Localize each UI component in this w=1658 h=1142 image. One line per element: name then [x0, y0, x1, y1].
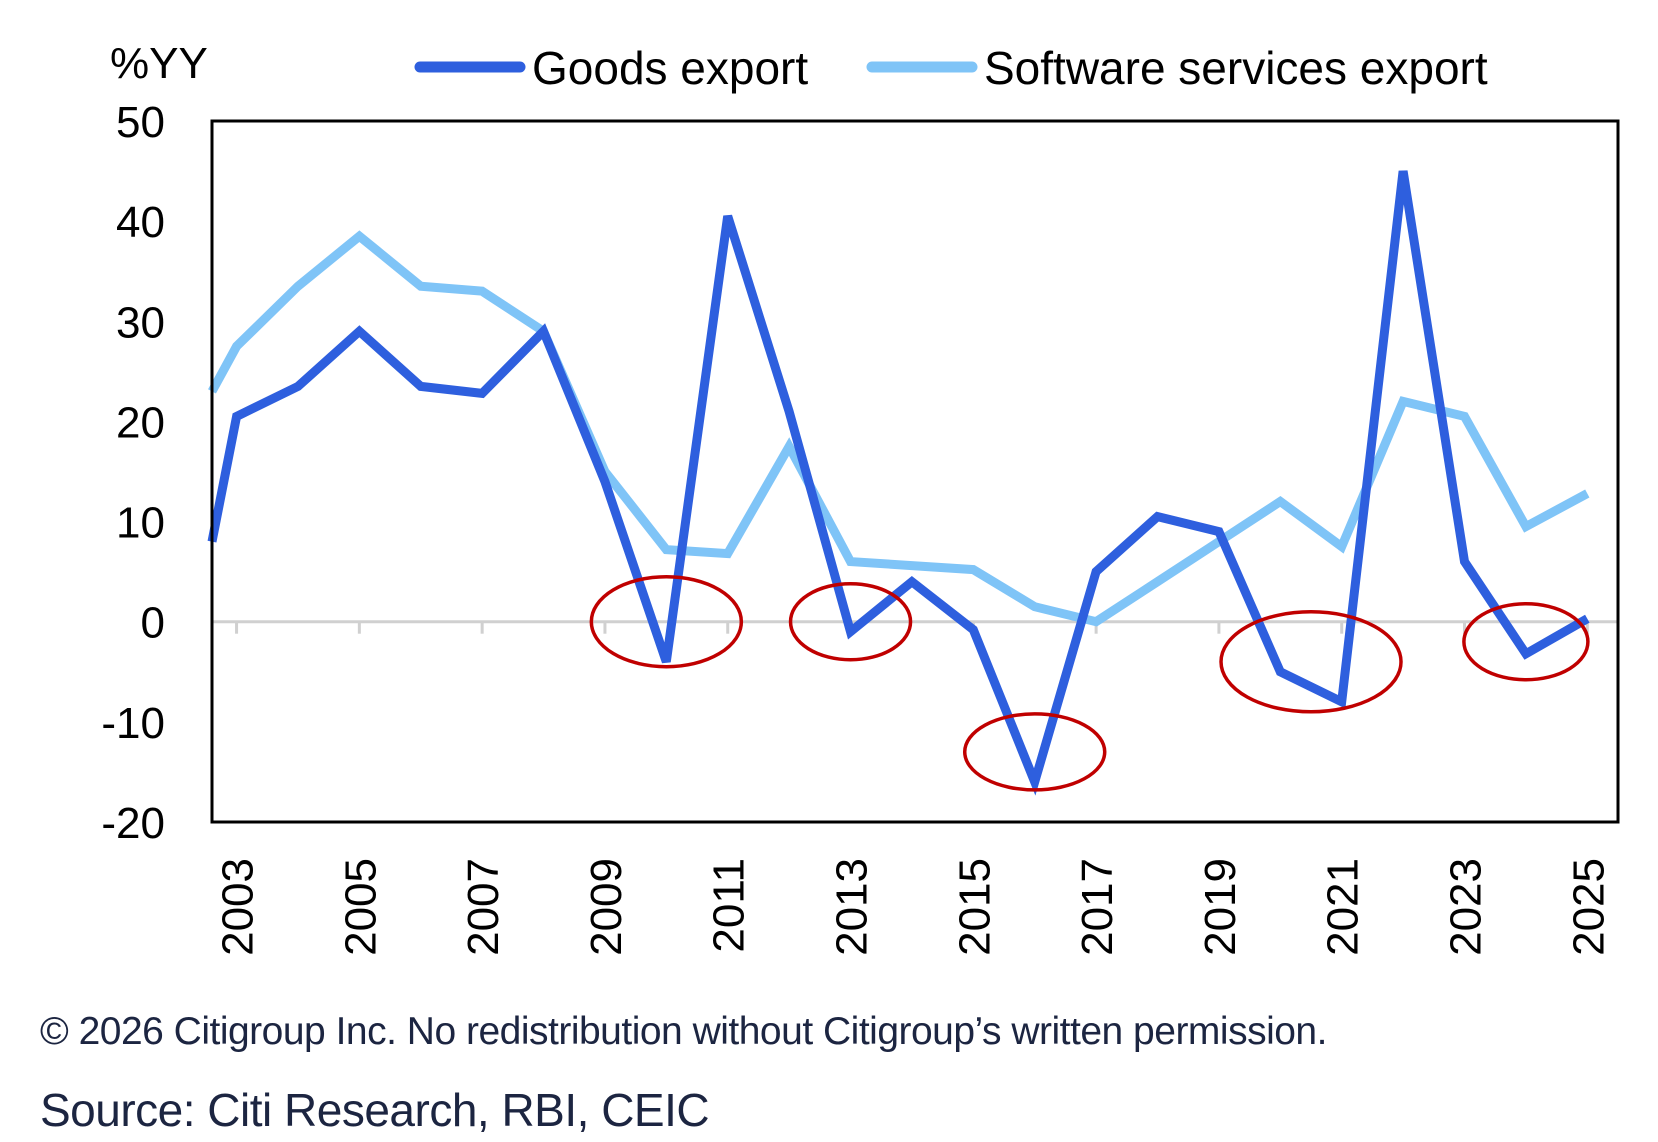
line-chart: %YY Goods export Software services export… [101, 39, 1620, 956]
copyright-notice: © 2026 Citigroup Inc. No redistribution … [40, 1010, 1327, 1053]
plot-area [207, 119, 1620, 824]
highlight-circle [1219, 610, 1403, 714]
y-tick-label: 40 [116, 198, 165, 247]
x-tick-label: 2007 [459, 858, 508, 956]
y-tick-label: -20 [101, 799, 165, 848]
source-note: Source: Citi Research, RBI, CEIC [40, 1084, 710, 1136]
x-tick-label: 2025 [1564, 858, 1613, 956]
x-tick-label: 2019 [1196, 858, 1245, 956]
highlight-circle [788, 581, 913, 662]
y-tick-label: 10 [116, 499, 165, 548]
y-tick-label: -10 [101, 699, 165, 748]
y-tick-label: 50 [116, 98, 165, 147]
x-tick-label: 2005 [336, 858, 385, 956]
x-axis-ticks: 2003 2005 2007 2009 2011 2013 2015 2017 2019 2021… [214, 858, 1614, 956]
x-tick-label: 2003 [214, 858, 263, 956]
x-tick-label: 2021 [1319, 858, 1368, 956]
x-tick-label: 2017 [1073, 858, 1122, 956]
x-tick-label: 2013 [828, 858, 877, 956]
y-axis-tick-labels: -20 -10 0 10 20 30 40 50 [101, 98, 165, 848]
y-tick-label: 20 [116, 398, 165, 447]
legend: Goods export Software services export [414, 42, 1488, 94]
y-axis-unit-label: %YY [110, 39, 208, 88]
highlight-circle [962, 712, 1107, 792]
x-tick-label: 2011 [705, 858, 754, 953]
plot-frame [210, 119, 1620, 824]
x-tick-label: 2009 [582, 858, 631, 956]
legend-label: Goods export [532, 42, 808, 94]
x-tick-label: 2015 [950, 858, 999, 956]
series-line-software-services-export [208, 230, 1590, 627]
y-tick-label: 0 [141, 599, 165, 648]
highlight-circle [1462, 601, 1590, 682]
highlight-circle [589, 574, 744, 669]
x-tick-label: 2023 [1442, 858, 1491, 956]
legend-label: Software services export [984, 42, 1488, 94]
series-line-goods-export [207, 170, 1590, 796]
y-tick-label: 30 [116, 298, 165, 347]
